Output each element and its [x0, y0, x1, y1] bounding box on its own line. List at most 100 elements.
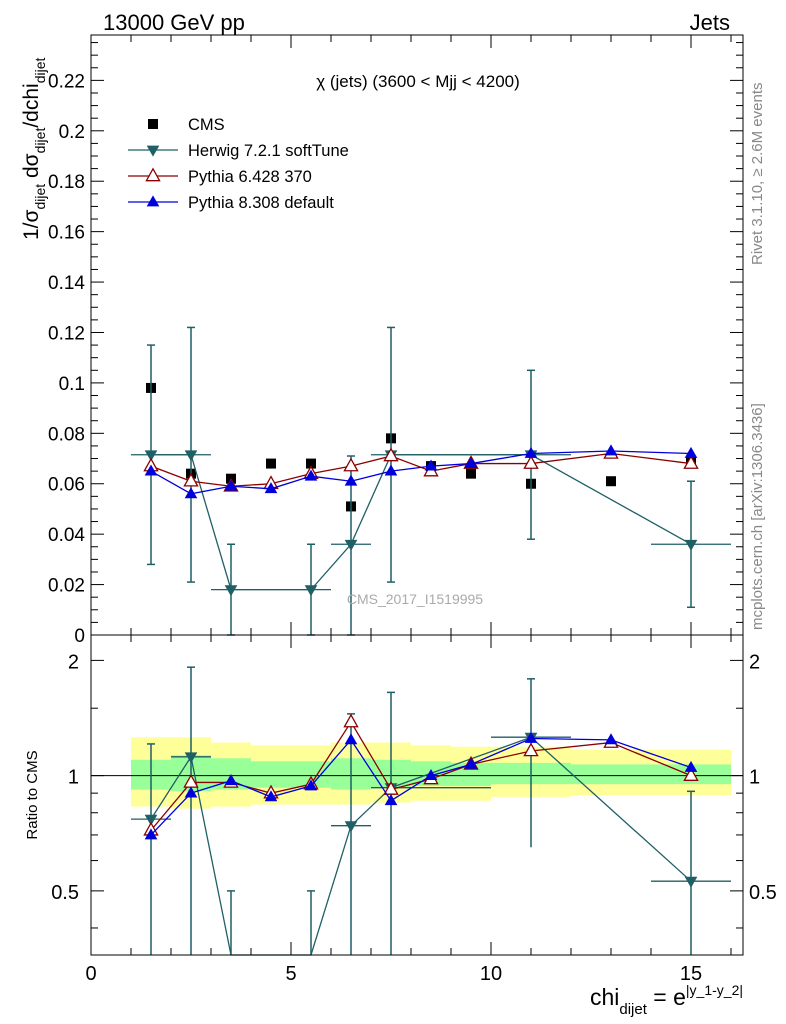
y-tick-label: 0.02: [48, 576, 85, 597]
ratio-series-line: [150, 737, 692, 836]
legend-marker: [146, 145, 160, 157]
xlabel-sub: dijet: [619, 1001, 647, 1018]
data-point: [466, 468, 476, 479]
y-tick-label: 0.12: [48, 323, 85, 344]
ratio-data-point: [464, 757, 478, 769]
header-right-label: Jets: [690, 10, 730, 35]
ratio-data-point: [604, 733, 618, 745]
xlabel-eq: = e: [647, 984, 686, 1010]
x-tick-label: 0: [85, 963, 96, 985]
ylabel-part-c: /dchi: [20, 83, 43, 127]
data-point: [344, 474, 358, 486]
series-cms: [146, 382, 696, 512]
y-tick-label: 0.22: [48, 71, 85, 92]
legend-item-cms: CMS: [148, 116, 225, 134]
data-point: [684, 539, 698, 551]
ratio-y-tick-label-right: 2: [749, 651, 760, 673]
data-point: [184, 450, 198, 462]
data-point: [144, 450, 158, 462]
legend-label: CMS: [188, 116, 225, 134]
legend: CMS Herwig 7.2.1 softTune Pythia 6.428 370…: [128, 116, 349, 212]
ratio-plot-frame: [90, 634, 744, 956]
legend-label: Pythia 6.428 370: [188, 168, 312, 186]
data-point: [266, 458, 276, 469]
ratio-data-point: [683, 767, 699, 781]
legend-item-herwig-7-2-1-softtune: Herwig 7.2.1 softTune: [128, 142, 349, 160]
data-point: [464, 456, 478, 468]
ratio-data-point: [384, 794, 398, 806]
ratio-data-point: [684, 760, 698, 772]
ratio-y-tick-label: 1: [68, 767, 79, 789]
data-point: [604, 444, 618, 456]
series-pythia-8-308-default: [144, 444, 698, 499]
ratio-series-pythia-8-308-default: [144, 731, 698, 840]
band-segment: [571, 764, 651, 785]
ratio-data-point: [424, 769, 438, 781]
series-line: [150, 452, 692, 487]
plot-title: χ (jets) (3600 < Mjj < 4200): [316, 72, 520, 91]
ratio-data-point: [523, 742, 539, 757]
data-point: [684, 446, 698, 458]
rivet-version-label: Rivet 3.1.10, ≥ 2.6M events: [749, 83, 766, 266]
ratio-y-tick-label-right: 0.5: [749, 882, 777, 904]
data-point: [183, 472, 199, 487]
header-left-label: 13000 GeV pp: [103, 10, 245, 35]
y-tick-label: 0.08: [48, 424, 85, 445]
main-x-ticks: [90, 35, 732, 635]
data-point: [224, 585, 238, 597]
ratio-data-point: [524, 731, 538, 743]
mcplots-label: mcplots.cern.ch [arXiv:1306.3436]: [749, 403, 766, 630]
data-point: [343, 457, 359, 472]
ylabel-sub-c: dijet: [32, 58, 48, 84]
main-y-axis: 0 0.02 0.04 0.06 0.08 0.1 0.12 0.14 0.16 0.18 0.2 0…: [48, 42, 743, 647]
data-point: [144, 464, 158, 476]
data-point: [683, 455, 699, 469]
series-line: [150, 450, 692, 495]
ratio-y-axis: 0.5 0.5 1 1 2 2: [51, 651, 777, 929]
x-tick-label: 15: [680, 963, 702, 985]
ylabel-part-a: 1/σ: [20, 209, 43, 240]
ratio-data-point: [224, 774, 238, 786]
ratio-data-point: [144, 814, 158, 826]
data-point: [524, 446, 538, 458]
ratio-data-point: [344, 733, 358, 745]
ratio-plot-panel: 0.5 0.5 1 1 2 2 0 5 10 15 Ratio to CMS chidijet =…: [24, 634, 777, 1018]
y-tick-label: 0.2: [59, 122, 85, 143]
data-point: [606, 476, 616, 487]
ratio-y-tick-label-right: 1: [749, 767, 760, 789]
data-point: [424, 459, 438, 471]
y-tick-label: 0.04: [48, 525, 85, 546]
main-y-axis-label: 1/σdijet dσdijet/dchidijet: [20, 58, 48, 240]
ratio-data-point: [343, 713, 359, 728]
ylabel-sub-b: dijet: [32, 128, 48, 154]
y-tick-label: 0.14: [48, 273, 85, 294]
legend-marker: [148, 119, 158, 129]
y-tick-label: 0: [74, 626, 85, 647]
legend-marker: [145, 167, 161, 182]
svg-text:1/σdijet dσdijet/dchidijet: 1/σdijet dσdijet/dchidijet: [20, 58, 48, 240]
ratio-data-point: [184, 752, 198, 764]
ratio-data-point: [684, 876, 698, 888]
data-point: [383, 447, 399, 462]
ratio-series-line: [150, 736, 692, 956]
data-point: [264, 482, 278, 494]
ratio-data-point: [304, 779, 318, 791]
main-plot-panel: 0 0.02 0.04 0.06 0.08 0.1 0.12 0.14 0.16 0.18 0.2 0…: [20, 34, 744, 647]
legend-label: Herwig 7.2.1 softTune: [188, 142, 349, 160]
x-tick-label: 5: [285, 963, 296, 985]
data-point: [224, 479, 238, 491]
ratio-y-tick-label: 2: [68, 651, 79, 673]
ratio-series-herwig-7-2-1-softtune: [131, 666, 731, 956]
data-point: [304, 585, 318, 597]
data-point: [523, 455, 539, 469]
legend-item-pythia-6-428-370: Pythia 6.428 370: [128, 167, 312, 186]
y-tick-label: 0.06: [48, 475, 85, 496]
ratio-y-axis-label: Ratio to CMS: [24, 750, 41, 839]
xlabel-sup: |y_1-y_2|: [686, 982, 743, 998]
y-tick-label: 0.1: [59, 374, 85, 395]
watermark-label: CMS_2017_I1519995: [347, 591, 483, 607]
xlabel-main: chi: [590, 984, 619, 1010]
ratio-data-point: [184, 786, 198, 798]
data-point: [184, 487, 198, 499]
